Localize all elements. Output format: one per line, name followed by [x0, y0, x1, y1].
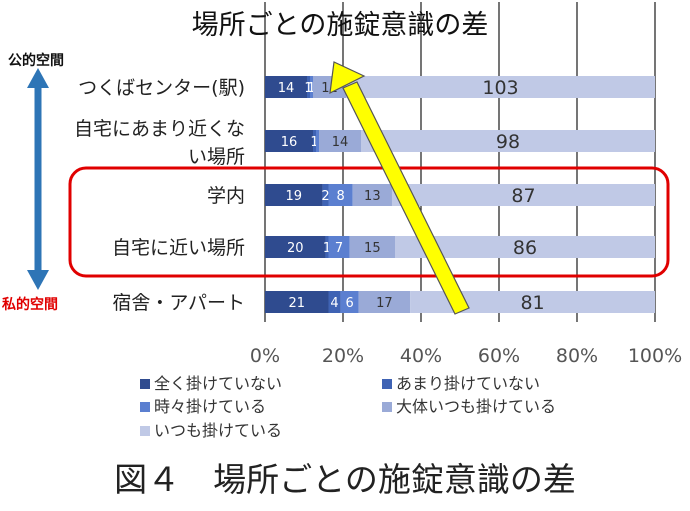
bar-segment	[352, 184, 392, 206]
data-label: 103	[482, 77, 518, 99]
bar-segment	[265, 236, 326, 258]
data-label: 20	[287, 241, 304, 256]
data-label: 19	[285, 189, 302, 204]
bar-segment	[322, 184, 329, 206]
legend-swatch	[140, 426, 150, 436]
data-label: 87	[511, 185, 535, 207]
data-label: 17	[376, 296, 393, 311]
category-label: 学内	[207, 185, 245, 207]
bar-segment	[325, 236, 329, 258]
legend-swatch	[140, 402, 150, 412]
data-label: 2	[321, 189, 329, 204]
bar-segment	[313, 130, 316, 152]
data-label: 81	[520, 292, 544, 314]
public-private-annotation: 公的空間 私的空間	[2, 52, 64, 313]
bar-segment	[340, 291, 359, 313]
bar-segment	[265, 130, 313, 152]
data-label: 1	[304, 81, 312, 96]
legend-label: 大体いつも掛けている	[396, 397, 556, 416]
data-label: 86	[513, 237, 537, 259]
legend-swatch	[382, 402, 392, 412]
arrow-head	[329, 61, 366, 95]
category-label: 自宅にあまり近くな	[74, 118, 245, 140]
x-axis-ticks: 0% 20% 40% 60% 80% 100%	[250, 345, 682, 367]
bar-segment	[328, 236, 350, 258]
arrow-shaft	[342, 81, 470, 315]
bar-segment	[328, 184, 353, 206]
category-label: い場所	[188, 146, 245, 168]
bar-segment	[319, 130, 361, 152]
private-space-label: 私的空間	[2, 296, 58, 313]
data-label: 14	[332, 135, 349, 150]
bar-segment	[310, 76, 313, 98]
data-label: 1	[310, 135, 318, 150]
legend-label: あまり掛けていない	[396, 374, 540, 393]
data-label: 15	[364, 241, 381, 256]
legend-swatch	[140, 379, 150, 389]
x-tick-label: 40%	[400, 345, 442, 367]
legend-label: 時々掛けている	[154, 397, 266, 416]
highlight-box	[68, 166, 670, 278]
data-label: 7	[335, 241, 343, 256]
data-label: 4	[330, 296, 338, 311]
bar-segment	[395, 236, 655, 258]
bar-segment	[265, 76, 307, 98]
figure-caption: 図４ 場所ごとの施錠意識の差	[114, 460, 576, 499]
x-tick-label: 0%	[250, 345, 280, 367]
legend-label: 全く掛けていない	[154, 374, 282, 393]
legend-label: いつも掛けている	[154, 421, 282, 440]
data-label: 21	[288, 296, 305, 311]
chart-title: 場所ごとの施錠意識の差	[192, 10, 489, 41]
legend-swatch	[382, 379, 392, 389]
data-label: 13	[364, 189, 381, 204]
x-tick-label: 80%	[556, 345, 598, 367]
gridlines	[264, 2, 656, 322]
data-label: 1	[307, 81, 315, 96]
data-label: 1	[323, 241, 331, 256]
bar-segment	[391, 184, 655, 206]
bar-segment	[307, 76, 310, 98]
category-label: つくばセンター(駅)	[78, 77, 245, 99]
bar-segment	[346, 76, 655, 98]
bar-segment	[358, 291, 411, 313]
x-tick-label: 20%	[322, 345, 364, 367]
data-label: 14	[278, 81, 295, 96]
bar-segment	[265, 184, 323, 206]
data-label: 16	[281, 135, 298, 150]
bar-segment	[328, 291, 341, 313]
category-label: 宿舎・アパート	[112, 292, 245, 314]
bar-segment	[349, 236, 395, 258]
data-label: 8	[336, 189, 344, 204]
yellow-trend-arrow	[329, 61, 470, 315]
bar-segment	[265, 291, 329, 313]
arrow-up-head	[27, 68, 49, 88]
bar-segment	[361, 130, 655, 152]
bar-segment	[316, 130, 319, 152]
data-label: 98	[496, 131, 520, 153]
category-label: 自宅に近い場所	[112, 237, 245, 259]
x-tick-label: 100%	[628, 345, 682, 367]
arrow-down-head	[27, 270, 49, 290]
x-tick-label: 60%	[478, 345, 520, 367]
data-label: 6	[346, 296, 354, 311]
bar-segment	[410, 291, 655, 313]
public-space-label: 公的空間	[8, 52, 64, 69]
